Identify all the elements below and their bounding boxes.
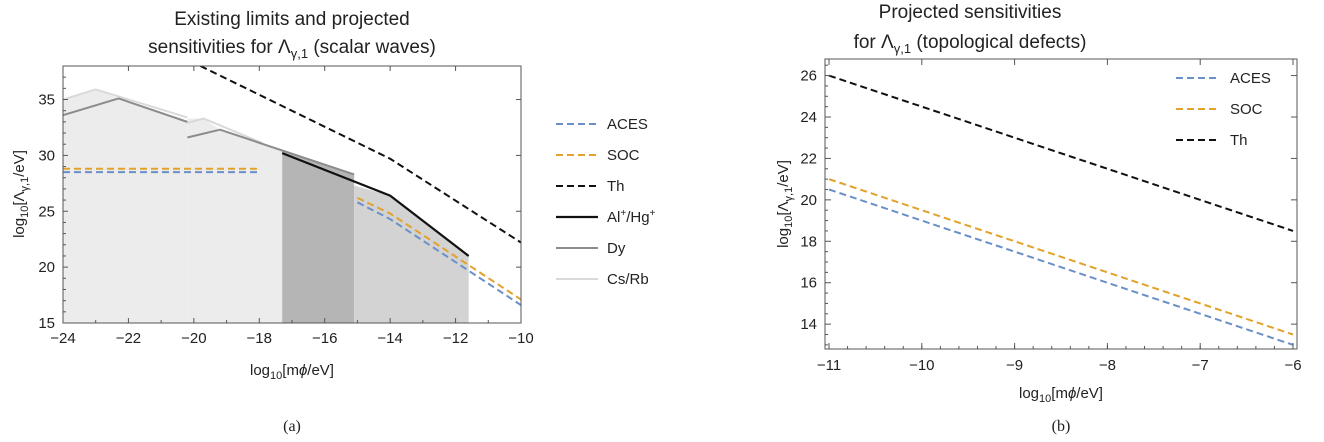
- panel-b-plot: [828, 74, 1294, 346]
- panel-a-region-4: [354, 185, 469, 323]
- panel-a-ytick-label: 30: [38, 147, 55, 164]
- legend-b-label-soc: SOC: [1230, 101, 1263, 118]
- panel-a-line-th-1: [199, 66, 521, 244]
- panel-a-ytick-label: 35: [38, 92, 55, 109]
- legend-b-label-th: Th: [1230, 132, 1248, 149]
- panel-a-ticks: −24 −22 −20 −18 −16 −14 −12 −10 15 20 25 30 35: [38, 66, 534, 347]
- legend-a-label-al-hg: Al+/Hg+: [607, 208, 656, 226]
- panel-b-xtick-label: −6: [1284, 357, 1301, 374]
- legend-b-label-aces: ACES: [1230, 70, 1271, 87]
- panel-b-line-th: [828, 74, 1294, 232]
- panel-a-series: [63, 66, 521, 323]
- panel-a-line-al-hg-1: [281, 152, 470, 257]
- panel-b-ytick-label: 18: [800, 233, 817, 250]
- panel-a-line-dy-2: [187, 128, 355, 176]
- panel-b-xtick-label: −11: [817, 357, 841, 374]
- panel-a-line-cs-rb-1: [63, 88, 188, 119]
- legend-a-label-th: Th: [607, 178, 625, 195]
- panel-a-region-1: [63, 89, 188, 323]
- panel-a-xtick-label: −18: [247, 330, 272, 347]
- panel-a-line-dy-1: [63, 97, 188, 123]
- panel-b-xtick-label: −7: [1192, 357, 1209, 374]
- panel-b-xtick-label: −8: [1099, 357, 1116, 374]
- panel-b-xtick-label: −9: [1006, 357, 1023, 374]
- panel-b-title-suffix: (topological defects): [911, 32, 1086, 53]
- panel-a-xtick-label: −24: [50, 330, 75, 347]
- panel-a-line-aces-2: [356, 201, 521, 306]
- panel-a-xtick-label: −12: [443, 330, 468, 347]
- panel-a-ylabel: log10[Λγ,1/eV]: [11, 150, 31, 238]
- legend-a-label-dy: Dy: [607, 240, 626, 257]
- panel-a-xtick-label: −10: [508, 330, 533, 347]
- panel-a-title-sub: γ,1: [291, 46, 308, 61]
- panel-a-title-prefix: sensitivities for Λ: [148, 37, 291, 58]
- panel-a-xlabel: log10[mϕ/eV]: [250, 362, 334, 382]
- panel-b-title-sub: γ,1: [894, 41, 911, 56]
- panel-a-ytick-label: 15: [38, 315, 55, 332]
- panel-b-caption: (b): [1052, 418, 1071, 435]
- panel-a: Existing limits and projected sensitivit…: [11, 9, 656, 435]
- panel-b: Projected sensitivities for Λγ,1 (topolo…: [775, 2, 1302, 435]
- panel-a-caption: (a): [283, 418, 301, 435]
- panel-b-ytick-label: 22: [800, 150, 817, 167]
- panel-a-xtick-label: −20: [181, 330, 206, 347]
- panel-b-title-line2: for Λγ,1 (topological defects): [854, 32, 1087, 56]
- panel-b-ylabel: log10[Λγ,1/eV]: [775, 160, 795, 248]
- legend-a-label-soc: SOC: [607, 147, 640, 164]
- panel-a-legend: ACES SOC Th Al+/Hg+ Dy Cs/Rb: [556, 116, 656, 288]
- panel-b-ticks: −11 −10 −9 −8 −7 −6 14 16 18 20 22 24 26: [800, 59, 1302, 374]
- panel-a-line-soc-2: [356, 196, 521, 301]
- panel-b-ytick-label: 24: [800, 109, 817, 126]
- panel-b-ytick-label: 16: [800, 275, 817, 292]
- panel-a-plot: [63, 66, 521, 323]
- legend-a-label-aces: ACES: [607, 116, 648, 133]
- legend-a-label-cs-rb: Cs/Rb: [607, 271, 649, 288]
- panel-a-line-cs-rb-2: [187, 117, 263, 145]
- panel-b-legend: ACES SOC Th: [1176, 70, 1271, 149]
- panel-b-title-line1: Projected sensitivities: [879, 2, 1062, 23]
- panel-a-title-line1: Existing limits and projected: [174, 9, 410, 30]
- panel-a-region-3: [282, 149, 355, 323]
- panel-a-title-suffix: (scalar waves): [308, 37, 436, 58]
- panel-a-xtick-label: −16: [312, 330, 337, 347]
- panel-a-xtick-label: −22: [116, 330, 141, 347]
- panel-b-xlabel: log10[mϕ/eV]: [1019, 385, 1103, 405]
- panel-a-title-line2: sensitivities for Λγ,1 (scalar waves): [148, 37, 436, 61]
- panel-b-xtick-label: −10: [909, 357, 934, 374]
- panel-b-frame: [824, 58, 1298, 350]
- panel-a-region-2: [187, 118, 283, 323]
- panel-b-ytick-label: 20: [800, 192, 817, 209]
- panel-a-xtick-label: −14: [377, 330, 402, 347]
- panel-a-ytick-label: 20: [38, 259, 55, 276]
- panel-b-ytick-label: 26: [800, 68, 817, 85]
- panel-b-ytick-label: 14: [800, 316, 817, 333]
- panel-a-ytick-label: 25: [38, 203, 55, 220]
- panel-b-line-aces: [828, 188, 1294, 346]
- panel-b-line-soc: [828, 178, 1294, 336]
- panel-b-title-prefix: for Λ: [854, 32, 894, 53]
